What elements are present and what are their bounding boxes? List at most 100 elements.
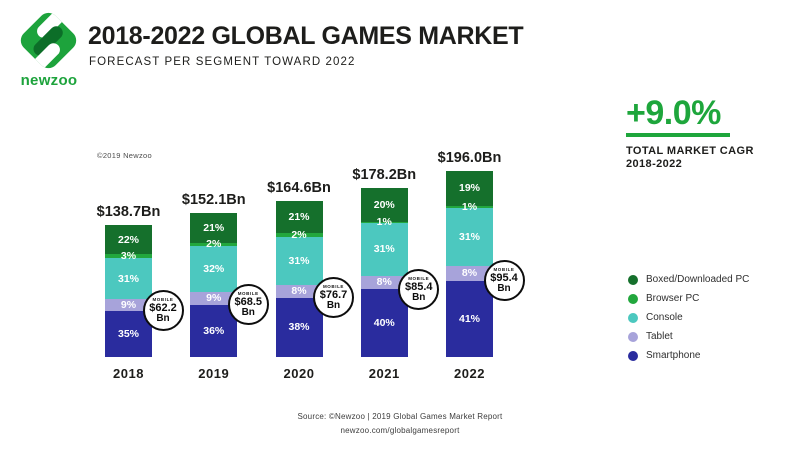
bar-segment-browser-pc: 2% [190, 239, 238, 250]
bar-segment-tablet: 8% [275, 285, 323, 298]
legend-label: Browser PC [646, 293, 700, 304]
segment-percent-label: 19% [458, 182, 480, 195]
mobile-callout-unit: Bn [241, 307, 255, 319]
newzoo-logo-wordmark: newzoo [20, 72, 78, 89]
mobile-callout-unit: Bn [326, 300, 341, 312]
x-axis-label-2022: 2022 [454, 366, 485, 381]
bar-total-label: $178.2Bn [352, 166, 417, 183]
bar-2019: 21% 2% 32% 9% 36% [190, 212, 238, 357]
bar-segment-browser-pc: 1% [360, 217, 408, 228]
mobile-callout-value: $76.7 [319, 289, 348, 302]
legend-item-boxed-downloaded-pc: Boxed/Downloaded PC [628, 274, 749, 285]
cagr-label-line1: TOTAL MARKET CAGR [626, 145, 754, 157]
source-line-1: Source: ©Newzoo | 2019 Global Games Mark… [297, 412, 503, 421]
legend: Boxed/Downloaded PC Browser PC Console Tabl… [628, 274, 749, 369]
segment-percent-label: 32% [203, 262, 225, 275]
bar-segment-smartphone: 40% [360, 289, 408, 357]
mobile-callout-value: $85.4 [404, 280, 433, 293]
bar-segment-boxed-downloaded-pc: 21% [190, 212, 238, 243]
legend-label: Tablet [646, 331, 673, 342]
mobile-callout-value: $62.2 [149, 302, 177, 315]
segment-percent-label: 3% [120, 250, 137, 263]
segment-percent-label: 41% [458, 312, 480, 325]
mobile-callout-2022: MOBILE $95.4 Bn [483, 260, 525, 302]
mobile-callout-unit: Bn [412, 291, 426, 303]
legend-label: Boxed/Downloaded PC [646, 274, 750, 285]
page-subtitle: FORECAST PER SEGMENT TOWARD 2022 [89, 56, 356, 68]
segment-percent-label: 21% [288, 211, 310, 224]
legend-color-dot-icon [628, 312, 638, 323]
segment-percent-label: 20% [373, 198, 395, 211]
bar-2018: 22% 3% 31% 9% 35% [105, 225, 152, 357]
mobile-callout-label: MOBILE [152, 297, 174, 303]
legend-label: Smartphone [646, 350, 701, 361]
cagr-value: +9.0% [626, 94, 721, 132]
bar-segment-tablet: 9% [190, 291, 238, 305]
bar-total-label: $152.1Bn [181, 191, 246, 208]
mobile-callout-2020: MOBILE $76.7 Bn [313, 277, 354, 319]
segment-percent-label: 40% [373, 317, 395, 330]
bar-segment-boxed-downloaded-pc: 21% [275, 200, 323, 234]
bar-segment-boxed-downloaded-pc: 20% [360, 187, 408, 222]
bar-segment-console: 32% [190, 245, 238, 292]
mobile-callout-label: MOBILE [408, 275, 430, 281]
bar-total-label: $196.0Bn [437, 149, 502, 166]
mobile-callout-unit: Bn [156, 313, 170, 325]
bar-2022: 19% 1% 31% 8% 41% [446, 170, 493, 357]
bar-segment-tablet: 8% [446, 265, 493, 281]
legend-item-console: Console [628, 312, 749, 323]
segment-percent-label: 9% [120, 298, 137, 311]
cagr-underline [626, 133, 730, 137]
segment-percent-label: 38% [288, 321, 310, 334]
segment-percent-label: 9% [206, 292, 222, 305]
legend-label: Console [646, 312, 683, 323]
mobile-callout-2018: MOBILE $62.2 Bn [142, 290, 184, 332]
segment-percent-label: 31% [117, 272, 139, 285]
legend-item-tablet: Tablet [628, 331, 749, 342]
newzoo-logo: newzoo [16, 8, 82, 89]
x-axis-label-2021: 2021 [368, 366, 400, 381]
legend-item-browser-pc: Browser PC [628, 293, 749, 304]
mobile-callout-value: $68.5 [234, 296, 263, 309]
bar-segment-boxed-downloaded-pc: 19% [446, 170, 493, 207]
legend-color-dot-icon [628, 274, 638, 285]
legend-color-dot-icon [628, 350, 638, 361]
bar-segment-boxed-downloaded-pc: 22% [105, 225, 152, 255]
segment-percent-label: 2% [206, 238, 222, 251]
x-axis-label-2018: 2018 [113, 366, 144, 381]
segment-percent-label: 8% [461, 267, 478, 280]
segment-percent-label: 8% [376, 276, 392, 289]
bar-2021: 20% 1% 31% 8% 40% [360, 187, 408, 357]
legend-item-smartphone: Smartphone [628, 350, 749, 361]
legend-color-dot-icon [628, 331, 638, 342]
segment-percent-label: 22% [117, 233, 139, 246]
copyright-note: ©2019 Newzoo [97, 151, 152, 160]
mobile-callout-value: $95.4 [490, 272, 518, 285]
x-axis-label-2020: 2020 [283, 366, 315, 381]
bar-2020: 21% 2% 31% 8% 38% [275, 200, 323, 357]
segment-percent-label: 1% [376, 216, 392, 229]
mobile-callout-label: MOBILE [237, 291, 259, 297]
segment-percent-label: 1% [461, 201, 478, 214]
segment-percent-label: 31% [373, 243, 395, 256]
bar-segment-console: 31% [360, 223, 408, 276]
legend-color-dot-icon [628, 293, 638, 304]
source-line-2: newzoo.com/globalgamesreport [340, 426, 460, 435]
bar-segment-tablet: 8% [360, 275, 408, 290]
cagr-kpi: +9.0% TOTAL MARKET CAGR 2018-2022 [626, 96, 776, 171]
bar-segment-smartphone: 41% [446, 280, 493, 357]
bar-segment-console: 31% [105, 258, 152, 299]
bar-segment-tablet: 9% [105, 299, 152, 311]
segment-percent-label: 21% [203, 221, 225, 234]
segment-percent-label: 36% [203, 324, 225, 337]
mobile-callout-label: MOBILE [322, 284, 345, 290]
bar-segment-browser-pc: 3% [105, 250, 152, 263]
segment-percent-label: 35% [117, 327, 139, 340]
bar-segment-browser-pc: 2% [275, 230, 323, 240]
segment-percent-label: 31% [458, 230, 480, 243]
bar-segment-console: 31% [275, 236, 323, 286]
segment-percent-label: 31% [288, 254, 310, 267]
segment-percent-label: 8% [291, 285, 307, 298]
mobile-callout-2019: MOBILE $68.5 Bn [227, 284, 269, 326]
